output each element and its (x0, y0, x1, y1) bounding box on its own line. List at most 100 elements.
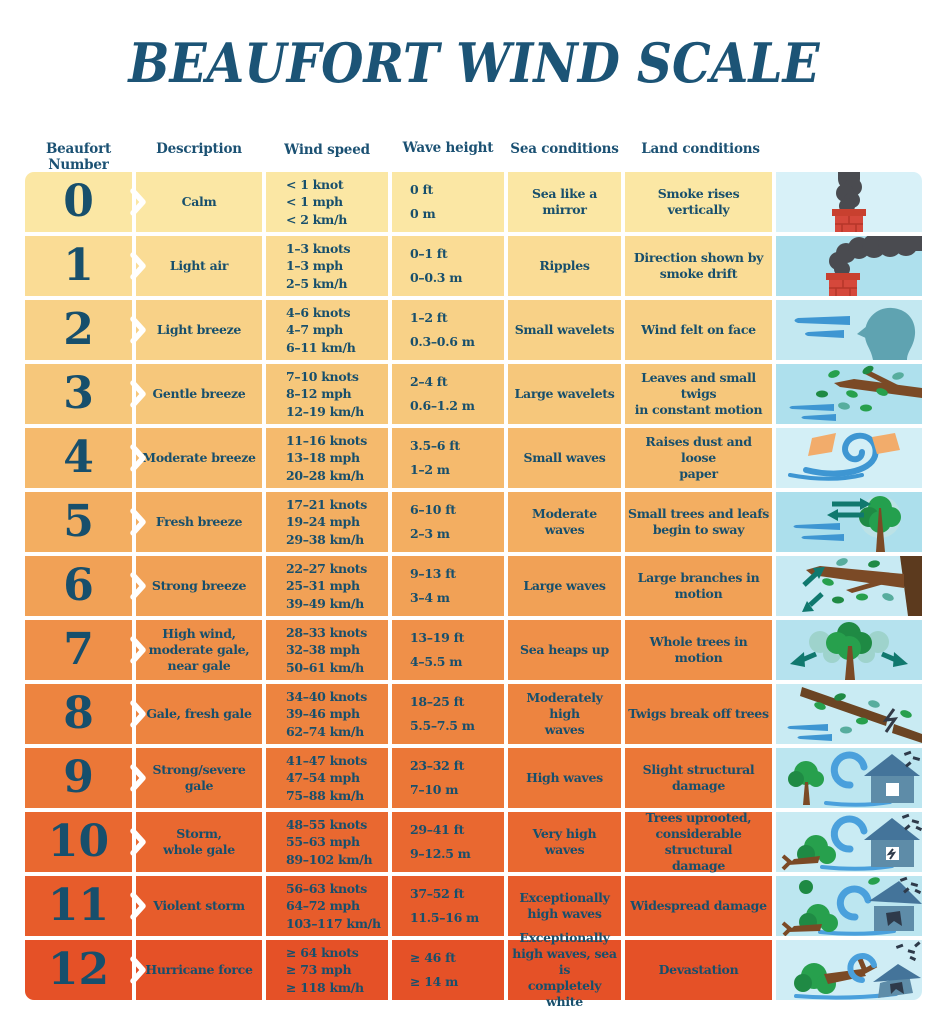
description-cell: Fresh breeze (136, 492, 262, 552)
table-row: 11 Violent storm 56–63 knots 64–72 mph 103–1… (25, 876, 922, 936)
wave-height-line: 0 m (410, 206, 436, 221)
wave-height-line: 29–41 ft (410, 821, 465, 837)
land-conditions-cell: Wind felt on face (625, 300, 772, 360)
wave-height-cell: 18–25 ft 5.5–7.5 m (392, 684, 504, 744)
wind-speed-line: 11–16 knots (286, 432, 367, 448)
wind-speed-line: 41–47 knots (286, 752, 367, 768)
wave-height-line: ≥ 46 ft (410, 949, 456, 965)
wind-speed-line: 39–49 km/h (286, 595, 364, 611)
illustration-cell (776, 300, 922, 360)
beaufort-number-cell: 11 (25, 876, 146, 936)
wave-height-line: ≥ 14 m (410, 974, 458, 989)
row-chevron-icon (130, 636, 146, 664)
wind-speed-line: 25–31 mph (286, 578, 360, 594)
table-row: 6 Strong breeze 22–27 knots 25–31 mph 39–49 … (25, 556, 922, 616)
beaufort-number-cell: 4 (25, 428, 146, 488)
land-conditions-cell: Leaves and small twigs in constant motio… (625, 364, 772, 424)
illustration-cell (776, 940, 922, 1000)
wind-speed-line: 28–33 knots (286, 624, 367, 640)
wind-speed-line: 103–117 km/h (286, 915, 381, 931)
land-conditions-cell: Small trees and leafs begin to sway (625, 492, 772, 552)
small-tree-sway-icon (793, 496, 901, 552)
land-conditions-cell: Raises dust and loose paper (625, 428, 772, 488)
table-row: 12 Hurricane force ≥ 64 knots ≥ 73 mph ≥ 118… (25, 930, 922, 1009)
wind-speed-line: ≥ 118 km/h (286, 979, 364, 995)
table-row: 5 Fresh breeze 17–21 knots 19–24 mph 29–38 k… (25, 492, 922, 552)
row-chevron-icon (130, 444, 146, 472)
sea-conditions-cell: Moderate waves (508, 492, 621, 552)
wind-speed-line: 1–3 knots (286, 240, 351, 256)
wave-height-line: 1–2 ft (410, 309, 448, 325)
wind-speed-cell: 7–10 knots 8–12 mph 12–19 km/h (266, 364, 388, 424)
wave-height-cell: 0–1 ft 0–0.3 m (392, 236, 504, 296)
beaufort-number-cell: 0 (25, 172, 146, 232)
sea-conditions-cell: Moderately high waves (508, 684, 621, 744)
wind-speed-line: < 1 mph (286, 194, 343, 210)
sea-conditions-cell: Large wavelets (508, 364, 621, 424)
land-conditions-cell: Direction shown by smoke drift (625, 236, 772, 296)
wave-height-cell: 1–2 ft 0.3–0.6 m (392, 300, 504, 360)
wind-speed-line: 6–11 km/h (286, 339, 356, 355)
wind-on-face-icon (794, 307, 916, 360)
wave-height-line: 23–32 ft (410, 757, 465, 773)
land-conditions-cell: Trees uprooted, considerable structural … (625, 810, 772, 873)
wave-height-line: 0–1 ft (410, 245, 448, 261)
illustration-cell (776, 172, 922, 232)
wind-speed-line: 22–27 knots (286, 560, 367, 576)
description-cell: Hurricane force (136, 940, 262, 1000)
wind-speed-line: 89–102 km/h (286, 851, 373, 867)
wave-height-line: 3–4 m (410, 590, 450, 605)
wind-speed-cell: 11–16 knots 13–18 mph 20–28 km/h (266, 428, 388, 488)
description-cell: High wind, moderate gale, near gale (136, 620, 262, 680)
wave-height-line: 2–4 ft (410, 373, 448, 389)
wind-speed-line: 34–40 knots (286, 688, 367, 704)
wave-height-line: 18–25 ft (410, 693, 465, 709)
tree-uprooted-house-icon (781, 813, 922, 871)
column-header-description: Description (156, 141, 242, 157)
wind-speed-line: 29–38 km/h (286, 531, 364, 547)
table-row: 7 High wind, moderate gale, near gale 28–3… (25, 620, 922, 680)
illustration-cell (776, 748, 922, 808)
wind-speed-cell: 4–6 knots 4–7 mph 6–11 km/h (266, 300, 388, 360)
illustration-cell (776, 620, 922, 680)
wind-speed-cell: 1–3 knots 1–3 mph 2–5 km/h (266, 236, 388, 296)
wave-height-line: 7–10 m (410, 782, 459, 797)
wind-speed-line: < 2 km/h (286, 211, 348, 227)
wave-height-line: 4–5.5 m (410, 654, 463, 669)
wave-height-line: 0.6–1.2 m (410, 398, 475, 413)
wind-speed-line: 64–72 mph (286, 898, 360, 914)
sea-conditions-cell: Sea heaps up (508, 620, 621, 680)
wind-speed-line: 17–21 knots (286, 496, 367, 512)
description-cell: Violent storm (136, 876, 262, 936)
wind-speed-line: 56–63 knots (286, 880, 367, 896)
wind-speed-cell: 34–40 knots 39–46 mph 62–74 km/h (266, 684, 388, 744)
row-chevron-icon (130, 252, 146, 280)
large-branch-motion-icon (802, 556, 922, 616)
sea-conditions-cell: Very high waves (508, 812, 621, 872)
wind-speed-line: 1–3 mph (286, 258, 343, 274)
whole-tree-motion-icon (790, 622, 908, 680)
wave-height-line: 3.5–6 ft (410, 437, 460, 453)
wind-speed-line: 48–55 knots (286, 816, 367, 832)
wind-speed-line: 50–61 km/h (286, 659, 364, 675)
wind-speed-line: 39–46 mph (286, 706, 360, 722)
twigs-break-off-icon (787, 687, 922, 743)
widespread-damage-house-icon (781, 876, 922, 936)
wave-height-cell: 23–32 ft 7–10 m (392, 748, 504, 808)
wave-height-cell: 0 ft 0 m (392, 172, 504, 232)
page-title: BEAUFORT WIND SCALE (128, 31, 820, 95)
sea-conditions-cell: Small wavelets (508, 300, 621, 360)
wind-speed-line: 20–28 km/h (286, 467, 364, 483)
wind-speed-cell: < 1 knot < 1 mph < 2 km/h (266, 172, 388, 232)
wind-speed-cell: 22–27 knots 25–31 mph 39–49 km/h (266, 556, 388, 616)
wind-speed-cell: 48–55 knots 55–63 mph 89–102 km/h (266, 812, 388, 872)
wave-height-line: 9–13 ft (410, 565, 456, 581)
land-conditions-cell: Widespread damage (625, 876, 772, 936)
description-cell: Moderate breeze (136, 428, 262, 488)
beaufort-number-cell: 2 (25, 300, 146, 360)
illustration-cell (776, 492, 922, 552)
land-conditions-cell: Twigs break off trees (625, 684, 772, 744)
illustration-cell (776, 236, 922, 296)
table-row: 4 Moderate breeze 11–16 knots 13–18 mph 20–2… (25, 428, 922, 488)
wind-speed-cell: ≥ 64 knots ≥ 73 mph ≥ 118 km/h (266, 940, 388, 1000)
